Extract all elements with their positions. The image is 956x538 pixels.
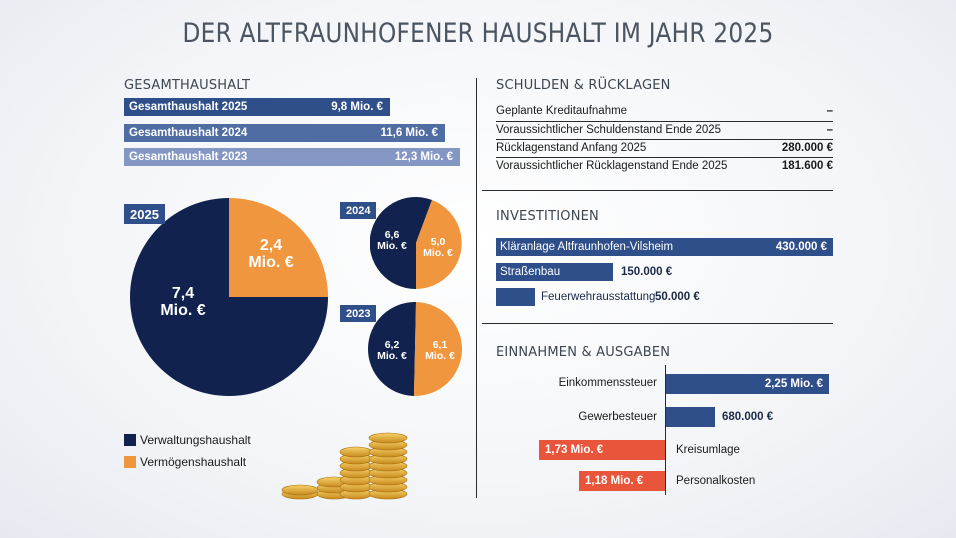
- legend-item-vermoegen: Vermögenshaushalt: [124, 455, 246, 469]
- pie-2023-slice-vermoegen: [414, 302, 462, 396]
- schulden-heading: SCHULDEN & RÜCKLAGEN: [496, 78, 671, 93]
- pie-unit: Mio. €: [377, 240, 407, 253]
- pie-value: 5,0: [430, 236, 446, 248]
- schulden-row-value: –: [826, 124, 833, 136]
- row-divider: [496, 139, 833, 140]
- pie-value: 7,4: [171, 285, 195, 302]
- gesamthaushalt-heading: GESAMTHAUSHALT: [124, 78, 251, 93]
- pie-chart-2025: [130, 198, 328, 396]
- pie-unit: Mio. €: [160, 301, 206, 319]
- pie-unit: Mio. €: [425, 350, 455, 363]
- ausgabe-bar-personalkosten: 1,18 Mio. €: [579, 471, 665, 491]
- schulden-row: Geplante Kreditaufnahme –: [496, 102, 833, 120]
- ausgabe-label: Kreisumlage: [676, 444, 740, 456]
- investitionen-heading: INVESTITIONEN: [496, 209, 599, 224]
- pie-value: 6,2: [384, 339, 400, 351]
- pie-2023-slice-verwaltung: [368, 302, 416, 396]
- einnahme-value: 2,25 Mio. €: [764, 378, 823, 390]
- schulden-row: Voraussichtlicher Schuldenstand Ende 202…: [496, 121, 833, 139]
- gesamt-bar-2024: Gesamthaushalt 2024 11,6 Mio. €: [124, 124, 445, 142]
- pie-2024-slice-vermoegen: [416, 200, 462, 289]
- gesamt-bar-label: Gesamthaushalt 2025: [129, 101, 248, 113]
- pie-2025-slice-vermoegen: [229, 198, 328, 297]
- pie-2023-tag: 2023: [340, 305, 377, 322]
- gesamt-bar-value: 12,3 Mio. €: [394, 151, 453, 163]
- legend-swatch-orange: [124, 456, 136, 468]
- pie-value: 6,1: [432, 339, 448, 351]
- schulden-row-value: 181.600 €: [781, 160, 833, 172]
- pie-unit: Mio. €: [377, 350, 407, 363]
- gesamt-bar-value: 9,8 Mio. €: [331, 101, 383, 113]
- pie-2024-slice-verwaltung: [370, 197, 432, 289]
- einnahme-bar-gewerbesteuer: [666, 407, 715, 427]
- schulden-row-label: Rücklagenstand Anfang 2025: [496, 142, 647, 154]
- column-divider: [476, 78, 477, 498]
- ausgabe-value: 1,18 Mio. €: [585, 475, 644, 487]
- legend-item-verwaltung: Verwaltungshaushalt: [124, 433, 251, 447]
- schulden-row-label: Geplante Kreditaufnahme: [496, 105, 628, 117]
- investition-label: Feuerwehrausstattung: [541, 291, 656, 303]
- investition-bar-klaeranlage: Kläranlage Altfraunhofen-Vilsheim 430.00…: [496, 238, 833, 256]
- investition-bar-strassenbau: Straßenbau: [496, 263, 613, 281]
- pie-chart-2023: [368, 302, 462, 396]
- schulden-row-label: Voraussichtlicher Schuldenstand Ende 202…: [496, 124, 722, 136]
- row-divider: [496, 121, 833, 122]
- legend-label: Vermögenshaushalt: [140, 455, 247, 469]
- pie-2024-orange-label: 5,0 Mio. €: [418, 236, 458, 260]
- einnahmen-heading: EINNAHMEN & AUSGABEN: [496, 345, 671, 360]
- ausgabe-bar-kreisumlage: 1,73 Mio. €: [539, 440, 665, 460]
- pie-unit: Mio. €: [248, 253, 294, 271]
- gesamt-bar-label: Gesamthaushalt 2023: [129, 151, 248, 163]
- pie-2025-orange-label: 2,4 Mio. €: [238, 237, 304, 272]
- investition-value: 430.000 €: [775, 241, 827, 253]
- schulden-row-value: 280.000 €: [781, 142, 833, 154]
- coin-stack-icon: [281, 432, 408, 500]
- pie-2023-orange-label: 6,1 Mio. €: [420, 339, 460, 363]
- schulden-row-value: –: [826, 105, 833, 117]
- einnahme-label: Gewerbesteuer: [578, 411, 657, 423]
- pie-2024-tag: 2024: [340, 202, 377, 219]
- investition-label: Straßenbau: [500, 266, 561, 278]
- investition-value: 50.000 €: [655, 291, 700, 303]
- section-divider: [482, 190, 833, 191]
- investition-label: Kläranlage Altfraunhofen-Vilsheim: [500, 241, 674, 253]
- ausgabe-value: 1,73 Mio. €: [545, 444, 604, 456]
- gesamt-bar-2025: Gesamthaushalt 2025 9,8 Mio. €: [124, 98, 390, 116]
- section-divider: [482, 323, 833, 324]
- pie-value: 2,4: [259, 237, 283, 254]
- gesamt-bar-2023: Gesamthaushalt 2023 12,3 Mio. €: [124, 148, 460, 166]
- row-divider: [496, 157, 833, 158]
- pie-2025-tag: 2025: [124, 204, 165, 224]
- einnahme-value: 680.000 €: [722, 411, 774, 423]
- legend-swatch-navy: [124, 434, 136, 446]
- investition-value: 150.000 €: [621, 266, 673, 278]
- schulden-row: Voraussichtlicher Rücklagenstand Ende 20…: [496, 157, 833, 175]
- schulden-row: Rücklagenstand Anfang 2025 280.000 €: [496, 139, 833, 157]
- pie-2025-navy-label: 7,4 Mio. €: [150, 285, 216, 320]
- schulden-row-label: Voraussichtlicher Rücklagenstand Ende 20…: [496, 160, 728, 172]
- gesamt-bar-label: Gesamthaushalt 2024: [129, 127, 248, 139]
- ausgabe-label: Personalkosten: [676, 475, 756, 487]
- zero-axis: [665, 365, 666, 495]
- gesamt-bar-value: 11,6 Mio. €: [380, 127, 438, 139]
- pie-2023-navy-label: 6,2 Mio. €: [372, 339, 412, 363]
- pie-chart-2024: [370, 197, 462, 289]
- investition-bar-feuerwehr: [496, 288, 535, 306]
- page-title: DER ALTFRAUNHOFENER HAUSHALT IM JAHR 202…: [182, 18, 774, 49]
- pie-value: 6,6: [384, 229, 400, 241]
- pie-unit: Mio. €: [423, 247, 453, 260]
- einnahme-label: Einkommenssteuer: [558, 377, 657, 389]
- einnahme-bar-einkommenssteuer: 2,25 Mio. €: [666, 374, 829, 394]
- legend-label: Verwaltungshaushalt: [140, 433, 251, 447]
- pie-2024-navy-label: 6,6 Mio. €: [372, 229, 412, 253]
